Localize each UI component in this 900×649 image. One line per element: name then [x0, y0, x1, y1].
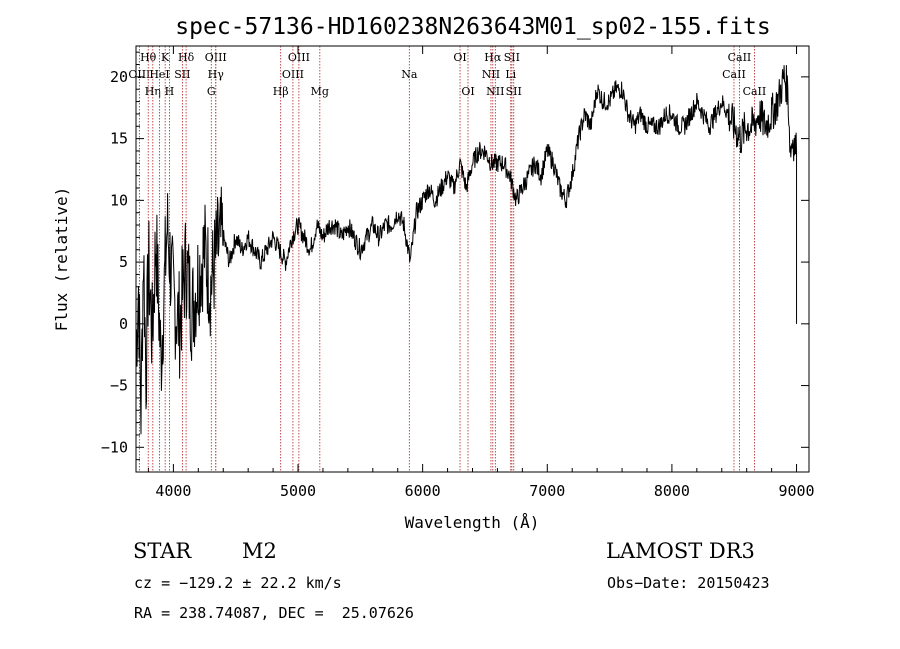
spectral-line-label: Mg: [311, 85, 329, 98]
survey-name: LAMOST DR3: [606, 539, 755, 563]
y-tick-label: −5: [110, 377, 128, 395]
y-axis-label: Flux (relative): [52, 187, 71, 332]
spectral-line-label: OIII: [288, 51, 310, 64]
spectral-line-label: Hγ: [208, 68, 225, 81]
spectral-line-label: CaII: [722, 68, 746, 81]
spectral-line-label: Hη: [145, 85, 161, 98]
object-type: STAR: [133, 539, 192, 563]
x-tick-label: 4000: [155, 482, 191, 500]
spectral-line-label: SII: [504, 51, 520, 64]
spectral-line-label: CaII: [743, 85, 767, 98]
chart-title: spec-57136-HD160238N263643M01_sp02-155.f…: [175, 14, 770, 40]
spectrum-line: [135, 65, 797, 435]
spectral-line-label: G: [207, 85, 216, 98]
spectral-line-label: Hβ: [273, 85, 289, 98]
plot-frame: [135, 45, 810, 473]
spectral-line-label: Na: [401, 68, 418, 81]
spectral-line-label: OI: [461, 85, 474, 98]
spectral-line-label: CaII: [728, 51, 752, 64]
x-tick-label: 9000: [778, 482, 814, 500]
object-subclass: M2: [242, 539, 277, 563]
x-tick-label: 6000: [405, 482, 441, 500]
spectral-line-label: NII: [486, 85, 504, 98]
spectral-line-label: Hδ: [178, 51, 195, 64]
spectral-line-label: OIII: [282, 68, 304, 81]
spectral-line-label: OIII: [205, 51, 227, 64]
spectral-line-label: SII: [506, 85, 522, 98]
spectral-line-label: Hθ: [140, 51, 157, 64]
spectral-line-label: H: [165, 85, 175, 98]
spectral-line-label: SII: [174, 68, 190, 81]
spectral-line-label: Hα: [484, 51, 502, 64]
y-tick-label: 10: [110, 191, 128, 209]
y-tick-label: 5: [119, 253, 128, 271]
redshift-velocity: cz = −129.2 ± 22.2 km/s: [134, 574, 342, 592]
spectral-line-label: OI: [453, 51, 466, 64]
x-tick-label: 7000: [529, 482, 565, 500]
y-tick-label: −10: [101, 438, 128, 456]
coordinates: RA = 238.74087, DEC = 25.07626: [134, 604, 414, 622]
y-tick-label: 20: [110, 68, 128, 86]
spectral-line-label: K: [161, 51, 170, 64]
x-tick-label: 8000: [654, 482, 690, 500]
observation-date: Obs−Date: 20150423: [607, 574, 770, 592]
spectral-line-label: NII: [482, 68, 500, 81]
spectral-line-label: HeI: [149, 68, 169, 81]
y-tick-label: 15: [110, 130, 128, 148]
spectral-line-label: Li: [505, 68, 516, 81]
spectral-line-label: OIII: [128, 68, 150, 81]
x-axis-label: Wavelength (Å): [405, 513, 540, 532]
y-tick-label: 0: [119, 315, 128, 333]
x-tick-label: 5000: [280, 482, 316, 500]
